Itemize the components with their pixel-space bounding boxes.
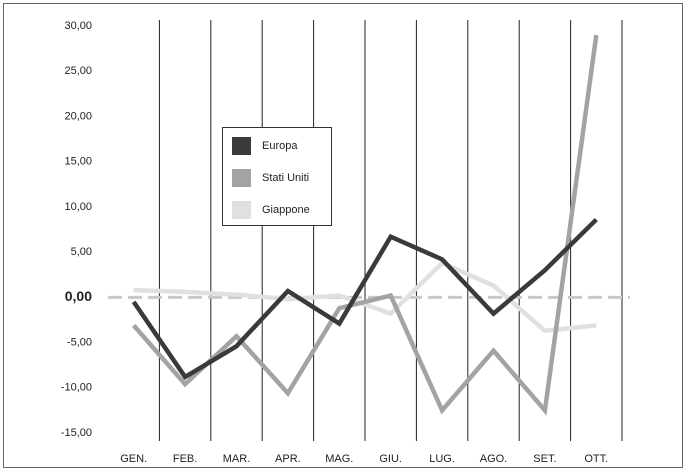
x-tick-label: GEN. xyxy=(120,453,147,465)
y-tick-label: 0,00 xyxy=(65,288,92,304)
series-line xyxy=(133,260,597,334)
y-tick-label: 15,00 xyxy=(64,156,92,168)
legend-label: Stati Uniti xyxy=(262,172,309,184)
legend-label: Europa xyxy=(262,140,298,152)
x-tick-label: OTT. xyxy=(584,453,608,465)
x-tick-label: GIU. xyxy=(379,453,402,465)
y-tick-label: 25,00 xyxy=(64,65,92,77)
y-tick-label: -5,00 xyxy=(67,336,92,348)
x-tick-label: AGO. xyxy=(480,453,508,465)
y-tick-label: -15,00 xyxy=(61,427,92,439)
y-tick-label: 20,00 xyxy=(64,110,92,122)
legend-swatch xyxy=(232,137,251,155)
x-tick-label: MAG. xyxy=(325,453,353,465)
y-tick-label: 10,00 xyxy=(64,201,92,213)
legend-label: Giappone xyxy=(262,204,310,216)
x-tick-label: FEB. xyxy=(173,453,197,465)
legend-swatch xyxy=(232,169,251,187)
x-tick-label: LUG. xyxy=(429,453,455,465)
legend-swatch xyxy=(232,201,251,219)
x-tick-label: SET. xyxy=(533,453,556,465)
y-tick-label: -10,00 xyxy=(61,382,92,394)
y-tick-label: 30,00 xyxy=(64,20,92,32)
series-line xyxy=(131,217,598,380)
y-tick-label: 5,00 xyxy=(71,246,92,258)
x-tick-label: APR. xyxy=(275,453,301,465)
x-tick-label: MAR. xyxy=(223,453,251,465)
